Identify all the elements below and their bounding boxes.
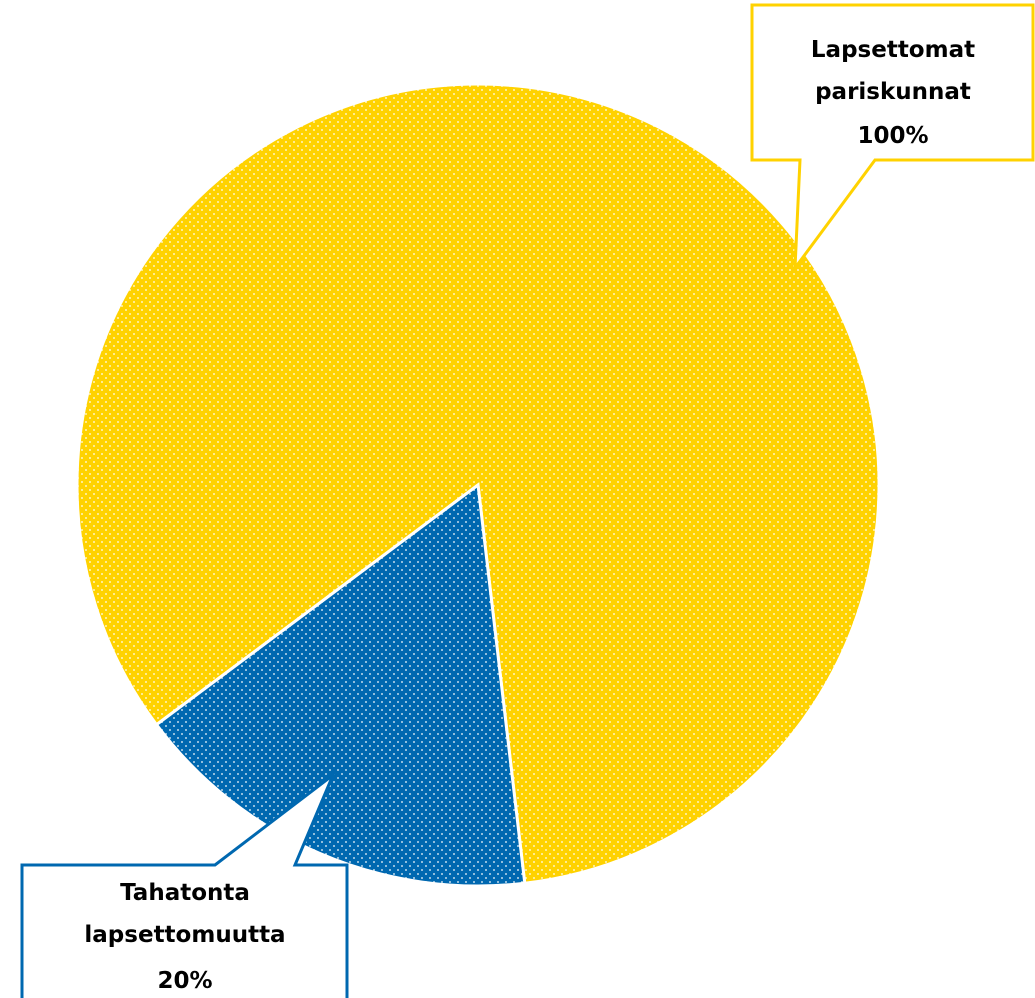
slice-label: Lapsettomat pariskunnat — [811, 37, 975, 105]
slice-label: Tahatonta lapsettomuutta — [84, 880, 285, 948]
callout — [20, 770, 349, 998]
slice-value-label: 100% — [857, 123, 928, 149]
slice — [154, 482, 527, 888]
slice-pattern — [156, 485, 525, 886]
slice-value-label: 20% — [157, 968, 212, 994]
callout — [750, 3, 1035, 273]
pie — [75, 82, 881, 888]
